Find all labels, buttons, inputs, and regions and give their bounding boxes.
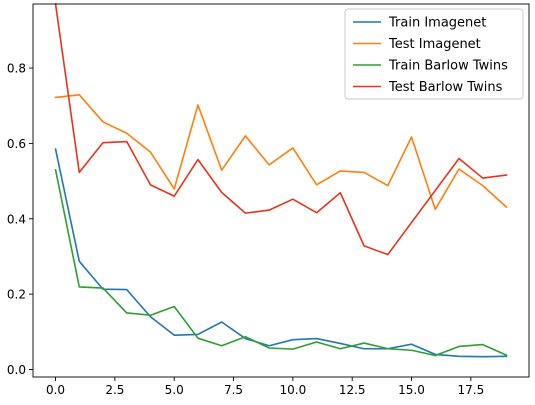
legend-label: Train Imagenet <box>388 16 486 31</box>
x-tick-label: 10.0 <box>280 383 307 397</box>
legend: Train Imagenet Test Imagenet Train Barlow … <box>344 8 524 100</box>
x-tick-label: 17.5 <box>457 383 484 397</box>
axes-frame <box>32 3 530 378</box>
legend-label: Test Barlow Twins <box>388 80 503 95</box>
series-line <box>54 168 508 357</box>
x-tick-label: 0.0 <box>46 383 65 397</box>
y-tick-label: 0.8 <box>7 62 26 76</box>
legend-box <box>344 8 524 100</box>
legend-label: Test Imagenet <box>388 37 481 52</box>
y-tick-label: 0.6 <box>7 137 26 151</box>
x-tick-label: 5.0 <box>165 383 184 397</box>
x-tick-label: 15.0 <box>398 383 425 397</box>
series-line <box>54 3 508 256</box>
legend-label: Train Barlow Twins <box>388 59 508 74</box>
y-tick-label: 0.2 <box>7 288 26 302</box>
y-tick-label: 0.0 <box>7 363 26 377</box>
axes: 0.0 2.5 5.0 7.5 10.0 12.5 15.0 17.5 0.0 0.2 0.4 0.6… <box>7 0 530 397</box>
y-tick-label: 0.4 <box>7 212 26 226</box>
x-tick-label: 7.5 <box>224 383 243 397</box>
x-tick-label: 12.5 <box>339 383 366 397</box>
plot-area <box>54 3 508 358</box>
x-tick-label: 2.5 <box>105 383 124 397</box>
series-line <box>54 148 508 358</box>
series-line <box>54 94 508 211</box>
